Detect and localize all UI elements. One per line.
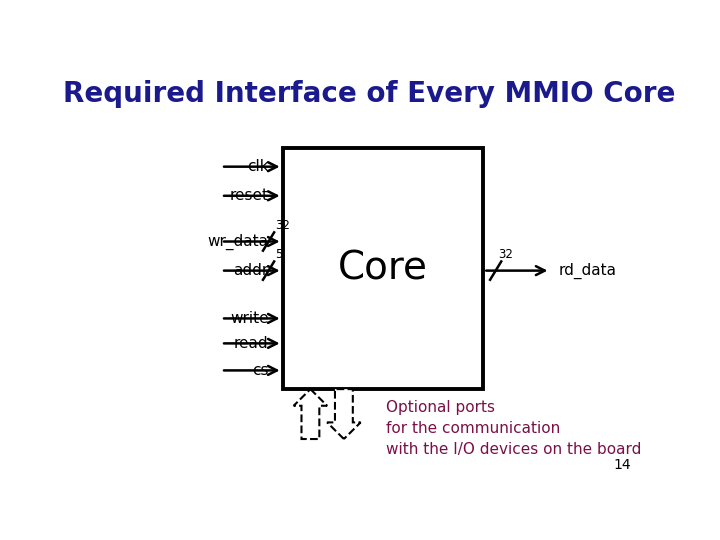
Text: 32: 32 [275,219,289,232]
Text: 14: 14 [613,458,631,472]
Text: Required Interface of Every MMIO Core: Required Interface of Every MMIO Core [63,80,675,108]
Text: addr: addr [233,263,269,278]
Bar [282,148,483,389]
Text: cs: cs [252,363,269,378]
Text: 32: 32 [498,248,513,261]
Text: reset: reset [230,188,269,203]
Text: wr_data: wr_data [207,233,269,249]
Text: rd_data: rd_data [559,262,617,279]
Text: Core: Core [338,249,428,287]
Text: Optional ports: Optional ports [386,400,495,415]
Text: 5: 5 [275,248,282,261]
Text: read: read [234,336,269,351]
FancyArrow shape [327,389,361,439]
Text: clk: clk [247,159,269,174]
FancyArrow shape [294,389,327,439]
Text: write: write [230,311,269,326]
Text: with the I/O devices on the board: with the I/O devices on the board [386,442,641,457]
Text: for the communication: for the communication [386,421,560,436]
